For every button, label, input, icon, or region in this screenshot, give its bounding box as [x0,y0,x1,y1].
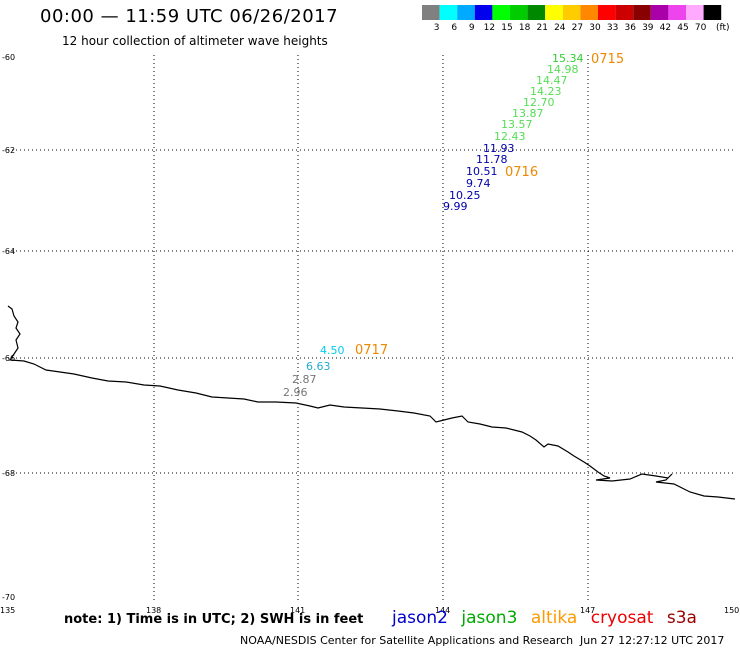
swh-observation: 14.98 [547,63,579,76]
swh-observation: 2.87 [292,373,317,386]
swh-observation: 12.70 [523,96,555,109]
lon-tick-label: 138 [146,606,161,615]
lat-tick-label: -70 [2,593,15,602]
pass-time-label: 0716 [505,165,538,180]
swh-observation: 9.99 [443,200,468,213]
observation-layer: 15.34 14.98 14.47 14.23 12.70 13.87 13.5… [283,52,624,399]
legend-tick-label: 36 [624,23,636,33]
legend-swatch [492,5,510,20]
swh-observation: 2.96 [283,386,308,399]
legend-tick-label: 42 [660,23,671,33]
credit-line: NOAA/NESDIS Center for Satellite Applica… [240,634,574,647]
legend-tick-label: 45 [677,23,688,33]
legend-tick-label: 18 [519,23,531,33]
lon-tick-label: 147 [580,606,595,615]
color-legend: 3 6 9 12 15 18 21 24 27 30 33 36 39 42 45 70 [422,5,722,33]
satellite-name: jason2 [392,608,448,628]
legend-swatch [474,5,493,20]
coastline [7,305,736,500]
lat-tick-label: -68 [2,469,15,478]
swh-observation: 12.43 [494,130,526,143]
legend-tick-label: 15 [501,23,512,33]
page-title: 00:00 — 11:59 UTC 06/26/2017 [40,6,339,27]
legend-swatch [457,5,475,20]
lat-tick-label: -60 [2,53,15,62]
map-area: -60 -62 -64 -66 -68 -70 135 138 141 144 … [0,53,739,615]
swh-observation: 15.34 [552,52,584,65]
page-subtitle: 12 hour collection of altimeter wave hei… [62,34,328,48]
swh-observation: 10.25 [449,189,481,202]
legend-swatch [580,5,598,20]
lat-tick-label: -64 [2,247,15,256]
pass-time-label: 0717 [355,343,388,358]
legend-swatch [562,5,581,20]
legend-tick-label: 70 [695,23,707,33]
map-frame [8,55,735,600]
legend-tick-label: 6 [451,23,457,33]
swh-observation: 13.87 [512,107,544,120]
legend-tick-label: 21 [536,23,547,33]
legend-tick-label: 33 [607,23,618,33]
generation-timestamp: Jun 27 12:27:12 UTC 2017 [580,634,725,647]
swh-observation: 14.23 [530,85,562,98]
legend-tick-label: 9 [469,23,475,33]
swh-observation: 13.57 [501,118,533,131]
satellite-legend: jason2 jason3 altika cryosat s3a [392,608,705,628]
satellite-name: cryosat [590,608,654,628]
legend-swatch [668,5,686,20]
lat-tick-label: -66 [2,354,15,363]
legend-swatch [510,5,528,20]
legend-tick-label: 39 [642,23,654,33]
footer-note: note: 1) Time is in UTC; 2) SWH is in fe… [64,612,364,627]
swh-observation: 11.78 [476,153,508,166]
swh-observation: 4.50 [320,344,345,357]
satellite-name: altika [530,608,578,628]
legend-swatch [598,5,616,20]
legend-tick-label: 12 [484,23,495,33]
lon-tick-label: 144 [435,606,450,615]
legend-swatch [633,5,651,20]
legend-swatch [615,5,634,20]
lon-tick-label: 141 [290,606,305,615]
pass-time-label: 0715 [591,52,624,67]
swh-observation: 6.63 [306,360,331,373]
lon-tick-label: 135 [0,606,15,615]
legend-tick-label: 27 [572,23,583,33]
legend-swatch [650,5,669,20]
lat-tick-label: -62 [2,146,15,155]
swh-observation: 14.47 [536,74,568,87]
legend-tick-label: 30 [589,23,601,33]
legend-swatch [686,5,704,20]
swh-observation: 10.51 [466,165,498,178]
legend-swatch [545,5,563,20]
legend-swatch [422,5,440,20]
swh-observation: 11.93 [483,142,515,155]
lon-tick-label: 150 [724,606,739,615]
legend-swatch [439,5,458,20]
swh-observation: 9.74 [466,177,491,190]
legend-swatch [703,5,722,20]
legend-swatch [527,5,546,20]
legend-tick-label: 24 [554,23,566,33]
satellite-name: s3a [666,608,697,628]
legend-unit-label: (ft) [716,23,730,33]
legend-tick-label: 3 [434,23,440,33]
satellite-name: jason3 [461,608,518,628]
